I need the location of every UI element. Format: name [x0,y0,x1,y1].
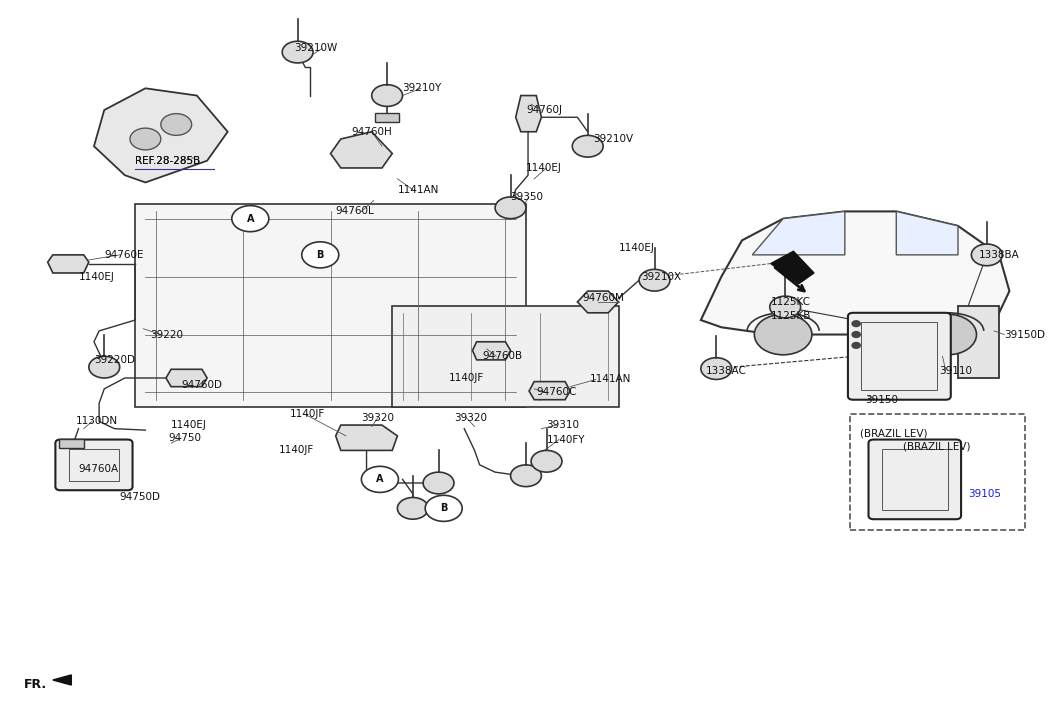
Polygon shape [578,291,619,313]
Text: 1130DN: 1130DN [76,417,118,427]
Circle shape [572,135,603,157]
Text: 1125KB: 1125KB [771,311,811,321]
Text: 1140EJ: 1140EJ [619,243,654,252]
Text: 39210X: 39210X [641,272,682,281]
Text: 1140JF: 1140JF [289,409,325,419]
Polygon shape [701,212,1010,334]
FancyBboxPatch shape [869,440,962,519]
Text: 39350: 39350 [510,192,544,202]
Circle shape [531,451,562,472]
Text: 94760M: 94760M [583,293,625,303]
Text: 39220D: 39220D [94,355,135,365]
Text: 39320: 39320 [454,413,487,423]
Circle shape [161,113,191,135]
Circle shape [971,244,1003,266]
Polygon shape [94,88,227,182]
Circle shape [918,314,976,355]
Bar [59,439,84,448]
Text: 39320: 39320 [362,413,394,423]
Circle shape [701,358,732,379]
Text: 94750: 94750 [168,433,201,443]
Text: 1338BA: 1338BA [978,250,1019,260]
Polygon shape [515,95,542,132]
Circle shape [362,466,399,492]
Polygon shape [330,132,392,168]
Circle shape [754,314,812,355]
Text: 94760A: 94760A [79,464,119,473]
Polygon shape [771,252,814,284]
Bar [862,322,937,390]
Circle shape [130,128,161,150]
Text: 1140JF: 1140JF [279,446,315,455]
FancyBboxPatch shape [848,313,951,400]
Text: 94760E: 94760E [104,250,144,260]
Text: 94760L: 94760L [336,206,375,217]
Text: 1125KC: 1125KC [771,297,811,307]
Polygon shape [472,342,510,360]
Text: (BRAZIL LEV): (BRAZIL LEV) [861,429,928,438]
Bar [68,449,119,481]
Text: 1140FY: 1140FY [547,435,585,444]
Text: 39310: 39310 [547,420,580,430]
Text: FR.: FR. [24,678,47,691]
Text: A: A [377,475,384,484]
Circle shape [423,472,454,494]
Circle shape [510,465,542,486]
Text: 39150: 39150 [866,395,898,405]
Text: 94760C: 94760C [537,387,576,398]
Text: REF.28-285B: REF.28-285B [135,156,200,166]
Bar [958,305,999,378]
Circle shape [88,356,120,378]
Polygon shape [53,675,72,685]
Bar [392,305,619,407]
Circle shape [425,495,462,521]
Polygon shape [529,382,570,400]
Text: B: B [317,250,324,260]
Circle shape [282,41,313,63]
Circle shape [398,497,428,519]
Polygon shape [896,212,958,255]
Circle shape [302,242,339,268]
Bar [850,414,1025,530]
Polygon shape [166,369,207,387]
Text: B: B [440,503,447,513]
Text: 39105: 39105 [968,489,1002,499]
Text: 39220: 39220 [150,329,183,340]
Text: 94750D: 94750D [120,492,161,502]
Text: 94760H: 94760H [351,126,391,137]
Text: 1141AN: 1141AN [398,185,439,195]
Text: (BRAZIL LEV): (BRAZIL LEV) [904,442,971,451]
FancyBboxPatch shape [56,440,133,490]
Polygon shape [47,255,88,273]
Circle shape [495,197,526,219]
Polygon shape [752,212,845,255]
Text: 1140JF: 1140JF [449,373,484,383]
Text: 94760D: 94760D [181,380,222,390]
Text: 39210W: 39210W [295,44,338,54]
Circle shape [770,296,801,318]
Circle shape [852,321,861,326]
Text: A: A [246,214,255,224]
Circle shape [371,84,403,106]
Text: 39210Y: 39210Y [403,84,442,93]
Text: 94760B: 94760B [483,351,523,361]
Text: 1140EJ: 1140EJ [79,272,115,281]
Text: 39150D: 39150D [1005,329,1046,340]
Circle shape [852,332,861,337]
Text: 1338AC: 1338AC [706,366,747,376]
Text: 1140EJ: 1140EJ [171,420,207,430]
Text: 39110: 39110 [939,366,972,376]
Bar [375,113,400,121]
Polygon shape [336,425,398,451]
Text: REF.28-285B: REF.28-285B [135,156,200,166]
Bar [135,204,526,407]
Circle shape [640,269,670,291]
Text: 1141AN: 1141AN [590,374,631,385]
Circle shape [852,342,861,348]
Text: 1140EJ: 1140EJ [526,163,562,173]
Text: 94760J: 94760J [526,105,562,115]
Text: 39210V: 39210V [593,134,633,144]
Bar [882,449,948,510]
Circle shape [231,206,269,232]
